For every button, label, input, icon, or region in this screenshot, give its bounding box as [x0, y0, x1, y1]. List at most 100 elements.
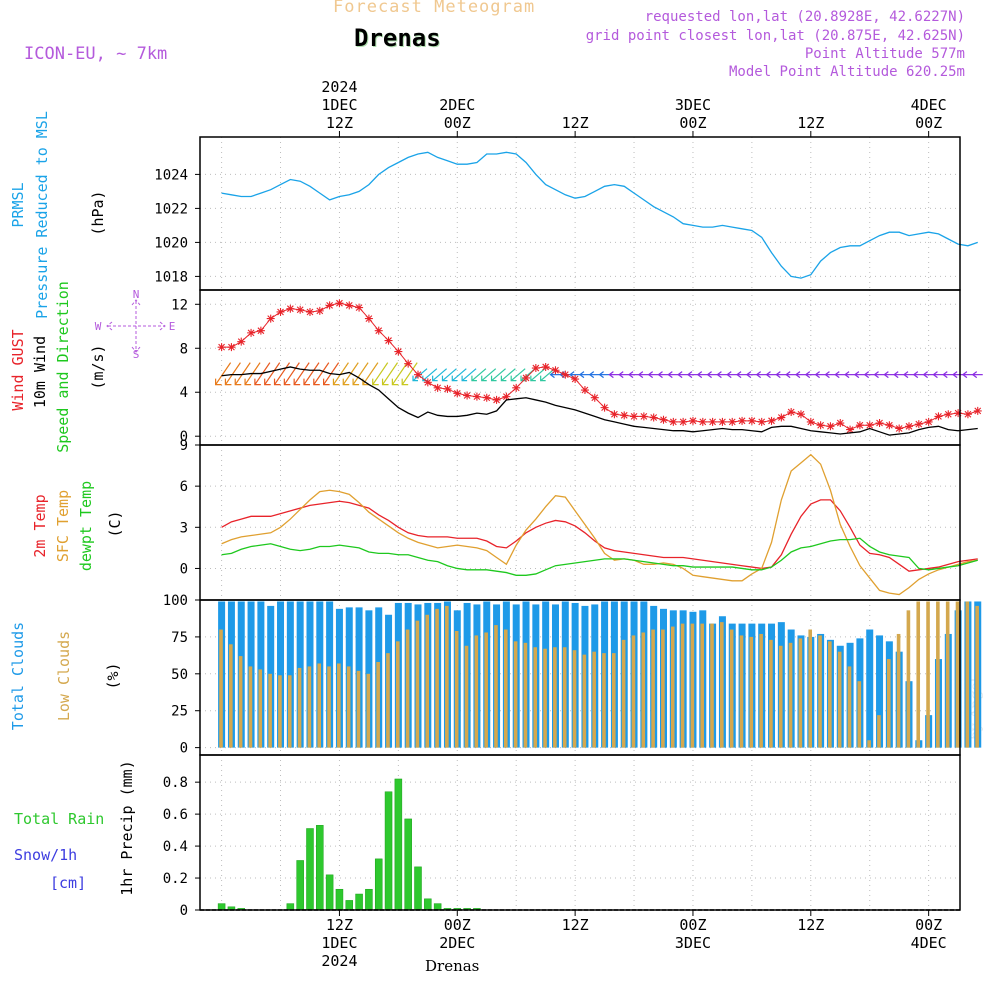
precip-label-rain: Total Rain [14, 810, 104, 828]
gust-marker [905, 422, 914, 431]
rain-bar [424, 898, 432, 911]
wind-barb-head [588, 371, 595, 379]
t2m-line [221, 499, 978, 572]
panel-label: 1hr Precip (mm) [118, 760, 136, 895]
bottom-time-label: 2024 [321, 952, 357, 970]
wind-barb [313, 362, 330, 385]
location-title: Drenas [354, 24, 441, 52]
panel-label: 10m Wind [31, 336, 49, 408]
gust-marker [227, 343, 236, 352]
panel-label: Total Clouds [9, 622, 27, 730]
wind-barb-head [893, 371, 899, 379]
wind-barb-head [500, 375, 507, 382]
low-cloud-bar [945, 601, 950, 748]
compass-letter: E [169, 320, 176, 333]
wind-barb [264, 362, 281, 385]
wind-barb [362, 362, 379, 385]
wind-barb-head [471, 375, 477, 382]
panel-label: Speed and Direction [54, 281, 72, 453]
top-time-label: 3DEC [675, 96, 711, 114]
low-cloud-bar [356, 670, 361, 748]
wind-barb [372, 362, 389, 385]
model-label: ICON-EU, ~ 7km [24, 44, 168, 64]
wind-barb-head [677, 371, 683, 379]
precip-label-snow: Snow/1h [14, 846, 77, 864]
wind-barb-head [844, 371, 850, 379]
wind-barb [352, 362, 369, 385]
gust-marker [934, 412, 943, 421]
bottom-time-label: 00Z [444, 916, 471, 934]
top-time-label: 12Z [797, 114, 824, 132]
rain-bar [335, 888, 344, 911]
top-time-label: 2024 [321, 78, 357, 96]
panel-label: (m/s) [89, 344, 107, 389]
top-time-label: 2DEC [439, 96, 475, 114]
wind-barb [491, 368, 506, 382]
gust-marker [777, 413, 786, 422]
gust-marker [276, 307, 285, 316]
low-cloud-bar [415, 620, 420, 748]
wind-barb-head [510, 375, 517, 382]
wind-barb [461, 368, 477, 382]
low-cloud-bar [258, 669, 263, 748]
wind-barb-head [401, 378, 409, 386]
low-cloud-bar [533, 647, 538, 748]
gust-marker [561, 370, 570, 379]
low-cloud-bar [405, 629, 410, 748]
y-tick-label: 25 [171, 704, 188, 720]
gust-marker [531, 364, 540, 373]
wind-barb-head [234, 378, 242, 386]
low-cloud-bar [641, 632, 646, 748]
wind-barb [500, 368, 516, 382]
wind-barb-head [853, 371, 860, 379]
precip-label-unit: [cm] [50, 874, 86, 892]
rain-bar [325, 874, 334, 911]
rain-bar [365, 888, 373, 911]
point-altitude: Point Altitude 577m [804, 46, 965, 62]
gust-marker [846, 425, 855, 434]
wind-barb [422, 368, 438, 382]
rain-bar [345, 900, 354, 911]
gust-marker [688, 416, 697, 425]
wind-barb-head [971, 371, 978, 379]
gust-marker [796, 410, 805, 419]
gust-marker [973, 406, 982, 415]
y-tick-label: 1024 [154, 167, 188, 183]
dewpt-line [221, 537, 978, 576]
wind-barb-head [520, 375, 527, 382]
panel-label: 2m Temp [31, 494, 49, 557]
bottom-time-label: 00Z [915, 916, 942, 934]
y-tick-label: 0 [180, 429, 188, 445]
rain-bar [306, 828, 314, 911]
gust-marker [767, 416, 776, 425]
gust-marker [600, 403, 609, 412]
total-cloud-bar [286, 601, 294, 748]
wind-barb-head [224, 378, 232, 386]
low-cloud-bar [651, 629, 655, 748]
wind-barb-head [785, 371, 791, 379]
gust-marker [394, 347, 403, 356]
panel-label: (hPa) [89, 190, 107, 235]
top-time-label: 4DEC [911, 96, 947, 114]
wind-barb-head [530, 375, 536, 382]
wind-barb [432, 368, 448, 382]
gust-marker [816, 421, 825, 430]
wind-barb-head [244, 378, 252, 386]
gust-marker [492, 395, 501, 404]
total-cloud-bar [866, 629, 874, 748]
rain-bar [217, 903, 226, 911]
panel-label: Wind GUST [9, 329, 27, 410]
gust-marker [757, 417, 766, 426]
gust-marker [865, 421, 874, 430]
top-time-label: 00Z [444, 114, 471, 132]
wind-barb-head [824, 371, 830, 379]
wind-barb-head [755, 371, 762, 379]
y-tick-label: 9 [180, 438, 188, 454]
compass-icon: N S W E [95, 288, 176, 361]
gust-marker [433, 383, 442, 392]
gust-marker [374, 326, 383, 335]
gust-line [221, 302, 978, 431]
low-cloud-bar [661, 629, 665, 748]
product-title: Forecast Meteogram [333, 0, 536, 17]
wind-barb-head [912, 371, 919, 379]
